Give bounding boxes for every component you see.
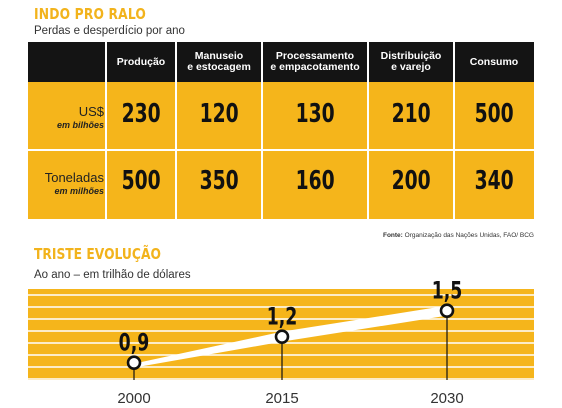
table-divider [261, 42, 263, 219]
x-tick-label: 2015 [265, 390, 298, 407]
row-unit-text: em milhões [54, 186, 104, 196]
x-tick-label: 2000 [117, 390, 150, 407]
table-cell: 500 [474, 99, 514, 129]
table-divider [367, 42, 369, 219]
x-tick-label: 2030 [430, 390, 463, 407]
row-label-usd: US$ em bilhões [28, 104, 104, 130]
row-unit-text: em bilhões [56, 120, 104, 130]
table-cell: 200 [391, 166, 431, 196]
table-subtitle: Perdas e desperdício por ano [34, 25, 185, 37]
chart-title: TRISTE EVOLUÇÃO [34, 245, 161, 263]
row-label-toneladas: Toneladas em milhões [28, 170, 104, 196]
table-cell: 210 [391, 99, 431, 129]
data-label: 1,2 [267, 303, 298, 331]
table-cell: 130 [295, 99, 335, 129]
table-cell: 120 [199, 99, 239, 129]
series-line [134, 305, 447, 368]
row-label-text: US$ [78, 104, 104, 119]
data-label: 1,5 [432, 277, 463, 305]
data-point [126, 355, 142, 370]
table-divider [453, 42, 455, 219]
table-cell: 160 [295, 166, 335, 196]
table-cell: 350 [199, 166, 239, 196]
column-header-manuseio: Manuseio e estocagem [187, 50, 251, 73]
table-divider [175, 42, 177, 219]
row-label-text: Toneladas [44, 170, 104, 185]
table-row-divider [28, 149, 534, 151]
data-point [274, 329, 290, 344]
column-header-producao: Produção [116, 55, 166, 68]
table-divider [105, 42, 107, 219]
data-label: 0,9 [119, 329, 150, 357]
table-title: INDO PRO RALO [34, 5, 147, 23]
table-header-bar [28, 42, 534, 82]
data-point [439, 303, 455, 318]
column-header-consumo: Consumo [469, 55, 519, 68]
table-cell: 340 [474, 166, 514, 196]
column-header-distribuicao: Distribuição e varejo [380, 50, 442, 73]
column-header-processamento: Processamento e empacotamento [270, 50, 360, 73]
table-cell: 230 [121, 99, 161, 129]
chart-subtitle: Ao ano – em trilhão de dólares [34, 269, 191, 281]
source-note: Fonte: Organização das Nações Unidas, FA… [382, 232, 534, 239]
table-cell: 500 [121, 166, 161, 196]
